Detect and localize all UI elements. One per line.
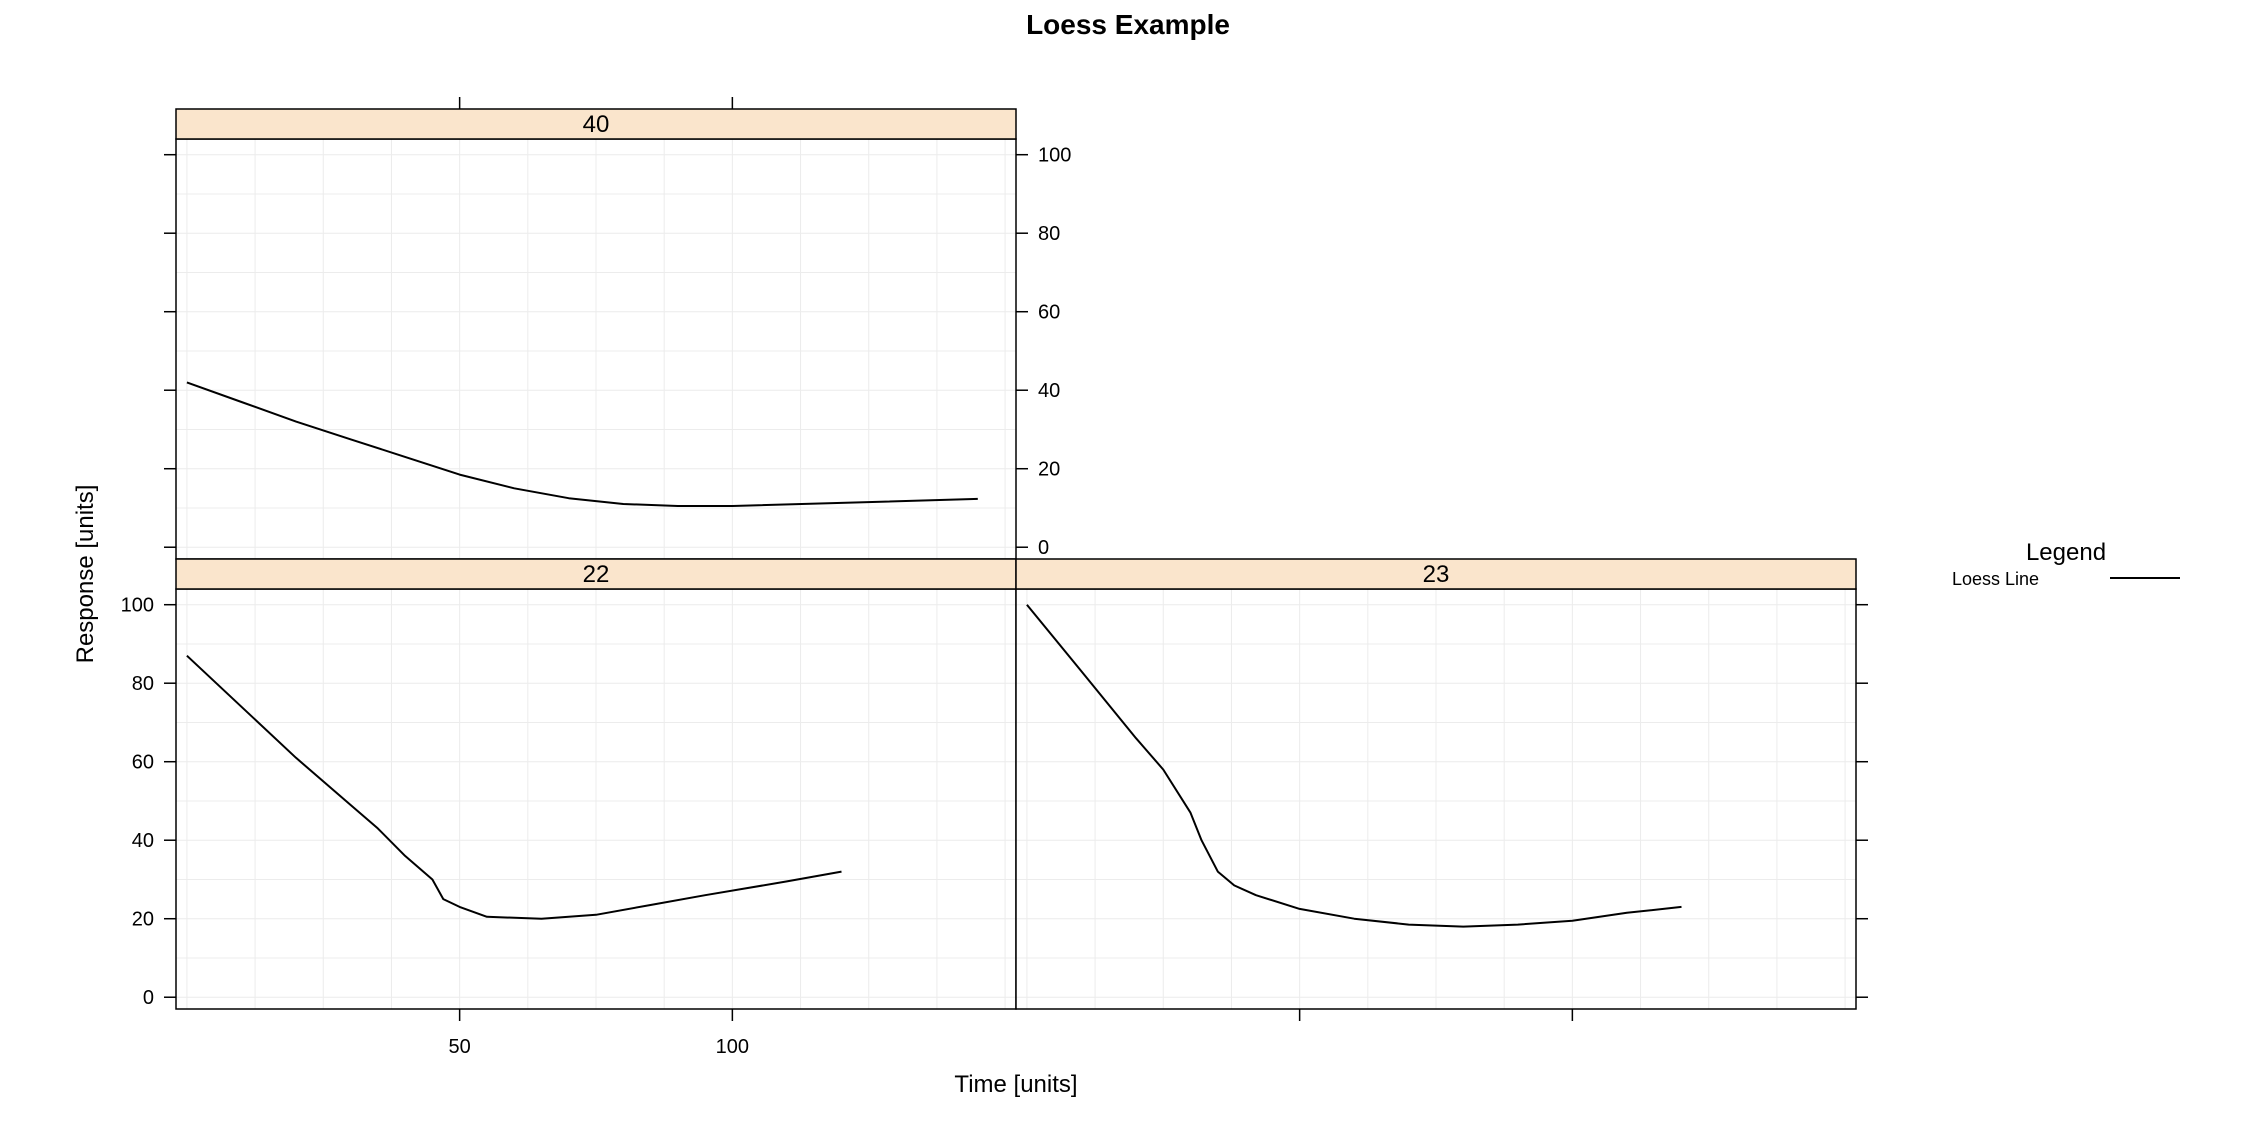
strip-22 [175,558,1017,590]
y-tick-label: 0 [143,987,154,1009]
strip-label-23: 23 [1423,561,1450,588]
panels-layer: 40 22 23 [175,108,1857,1010]
axis-ticks-panel-23 [1298,603,1868,1021]
y-tick-label: 40 [1038,380,1060,402]
panel-40: 40 [175,108,1017,560]
y-tick-label: 80 [1038,223,1060,245]
y-tick-label: 60 [132,752,154,774]
strip-label-22: 22 [583,561,610,588]
y-tick-label: 60 [1038,302,1060,324]
axes-layer: 0 20 40 60 80 100 0 20 40 60 80 100 50 100 [121,97,1868,1058]
legend-entry-label: Loess Line [1952,569,2039,589]
axis-ticks-panel-22: 0 20 40 60 80 100 50 100 [121,595,749,1058]
x-tick-label: 100 [716,1036,749,1058]
axis-ticks-panel-40: 0 20 40 60 80 100 [164,97,1071,559]
strip-40 [175,108,1017,140]
panel-23: 23 [1015,558,1857,1010]
x-tick-label: 50 [449,1036,471,1058]
loess-line-panel-22 [186,654,842,920]
y-tick-label: 40 [132,830,154,852]
legend-title: Legend [2026,539,2106,566]
legend: Legend Loess Line [1952,539,2180,589]
chart-title: Loess Example [1026,9,1230,40]
strip-23 [1015,558,1857,590]
y-tick-label: 100 [1038,145,1071,167]
y-tick-label: 20 [132,909,154,931]
loess-line-panel-23 [1026,604,1682,928]
strip-label-40: 40 [583,111,610,138]
x-axis-label: Time [units] [954,1071,1077,1098]
y-tick-label: 100 [121,595,154,617]
y-tick-label: 80 [132,673,154,695]
panel-22: 22 [175,558,1017,1010]
y-tick-label: 0 [1038,537,1049,559]
y-axis-label: Response [units] [72,485,99,664]
loess-line-panel-40 [186,381,978,507]
y-tick-label: 20 [1038,459,1060,481]
